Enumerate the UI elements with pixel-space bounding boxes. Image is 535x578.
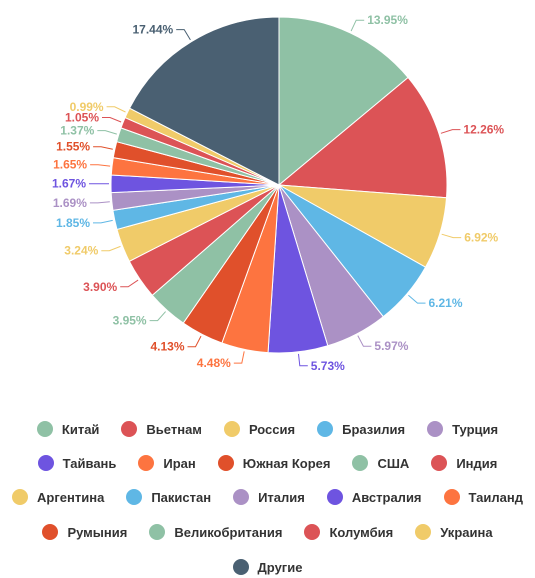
leader-line-15 — [90, 164, 111, 167]
leader-line-1 — [350, 19, 365, 32]
pie-slice-1 — [278, 16, 409, 187]
data-label-15: 1.65% — [53, 158, 87, 172]
data-label-12: 1.85% — [56, 216, 90, 230]
leader-line-19 — [106, 106, 126, 113]
leader-line-3 — [441, 233, 462, 239]
leader-line-4 — [408, 294, 426, 304]
leader-line-8 — [187, 335, 202, 348]
leader-line-2 — [440, 129, 461, 134]
leader-line-5 — [357, 335, 372, 347]
data-label-2: 12.26% — [463, 123, 504, 137]
data-label-10: 3.90% — [83, 280, 117, 294]
data-label-9: 3.95% — [113, 314, 147, 328]
leader-line-17 — [97, 130, 117, 135]
data-label-20: 17.44% — [132, 23, 173, 37]
data-label-16: 1.55% — [56, 140, 90, 154]
leader-line-11 — [101, 245, 121, 252]
data-label-19: 0.99% — [70, 100, 104, 114]
data-label-13: 1.69% — [53, 196, 87, 210]
leader-line-13 — [89, 201, 110, 204]
data-label-5: 5.97% — [374, 339, 408, 353]
data-label-6: 5.73% — [311, 359, 345, 373]
leader-line-6 — [298, 353, 308, 367]
leader-line-7 — [233, 351, 245, 364]
leader-line-9 — [149, 311, 166, 322]
data-label-8: 4.13% — [150, 340, 184, 354]
leader-line-18 — [102, 117, 122, 123]
data-label-11: 3.24% — [64, 244, 98, 258]
leader-line-12 — [93, 219, 113, 224]
leader-line-20 — [176, 29, 191, 41]
pie-slice-2 — [277, 76, 448, 199]
data-label-4: 6.21% — [429, 296, 463, 310]
leader-line-16 — [93, 146, 113, 150]
data-label-1: 13.95% — [367, 13, 408, 27]
pie-slice-20 — [128, 16, 280, 186]
data-label-17: 1.37% — [60, 124, 94, 138]
data-label-14: 1.67% — [52, 177, 86, 191]
leader-line-10 — [120, 279, 139, 288]
data-label-3: 6.92% — [464, 231, 498, 245]
data-label-18: 1.05% — [65, 111, 99, 125]
data-label-7: 4.48% — [197, 356, 231, 370]
